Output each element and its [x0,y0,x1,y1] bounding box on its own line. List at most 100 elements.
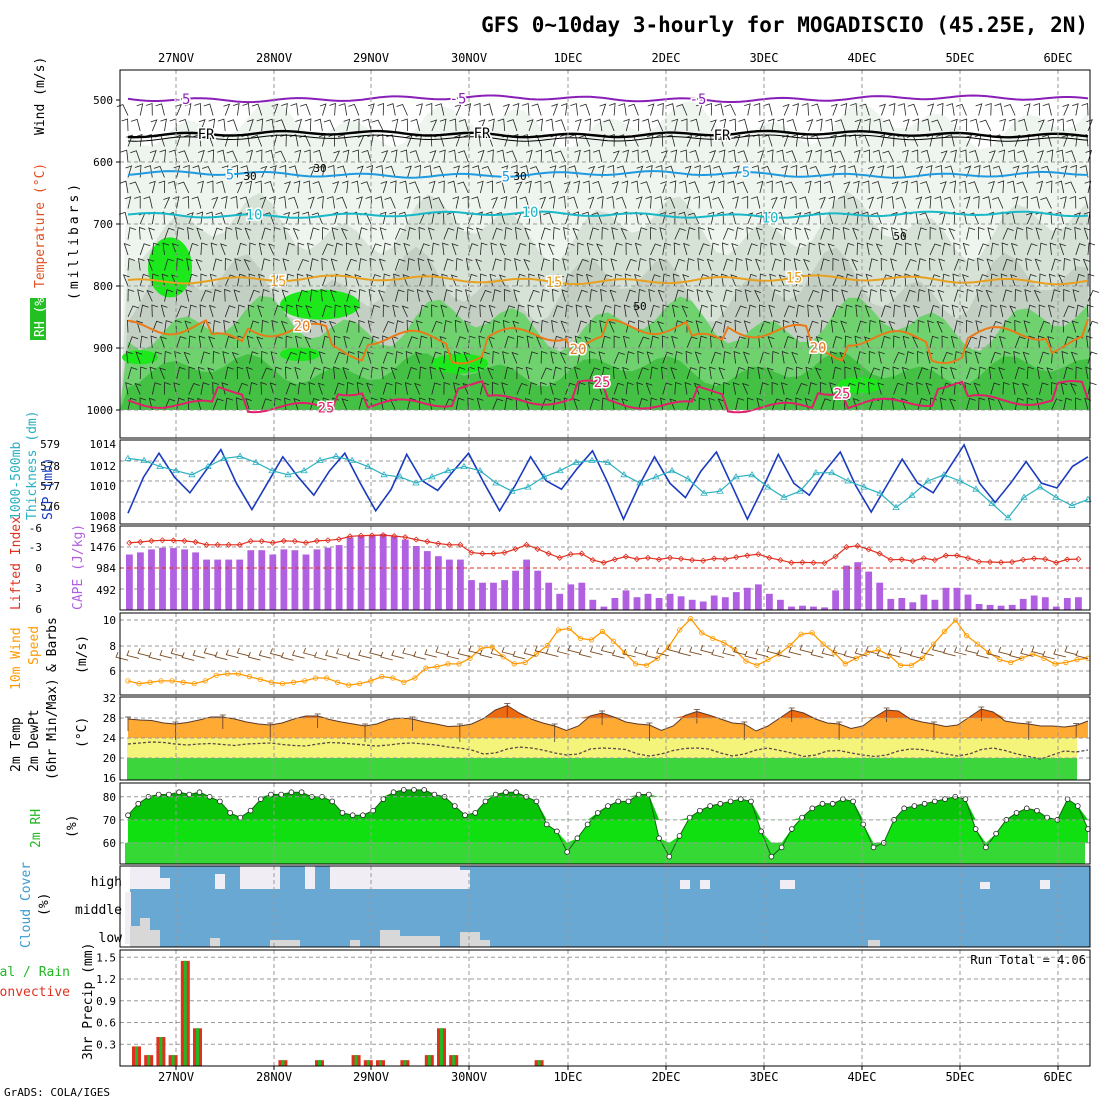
wind10-barb [137,648,151,657]
wind10-barb [622,648,636,658]
upper-wind-barb [669,180,677,194]
upper-wind-barb [960,118,968,132]
upper-wind-barb [502,351,509,364]
upper-wind-barb [184,320,192,333]
upper-wind-barb [212,258,223,271]
upper-wind-barb [742,164,749,178]
upper-wind-barb [606,196,615,209]
upper-wind-barb [627,103,639,116]
li-tick-label: -6 [29,522,42,535]
upper-wind-barb [407,336,418,349]
upper-wind-barb [503,103,510,116]
upper-wind-barb [865,273,873,287]
thickness-marker [428,473,436,480]
upper-wind-barb [188,242,199,256]
upper-wind-barb [418,226,426,240]
upper-wind-barb [1026,226,1033,240]
upper-wind-barb [687,212,700,225]
upper-wind-barb [552,226,561,240]
temperature-contour-label: 5 [502,170,510,186]
upper-wind-barb [714,103,724,116]
pressure-tick-label: 500 [93,94,113,107]
upper-wind-barb [164,398,176,411]
upper-wind-barb [949,398,956,411]
upper-wind-barb [901,180,908,194]
upper-wind-barb [1026,243,1038,256]
upper-wind-barb [851,258,859,271]
upper-wind-barb [552,305,564,318]
upper-wind-barb [419,304,429,318]
upper-wind-barb [473,102,481,116]
upper-wind-barb [662,382,673,395]
upper-wind-barb [275,119,287,132]
cape-bar [401,539,409,610]
upper-wind-barb [912,336,919,349]
temp-band-20-24 [127,738,1077,758]
upper-wind-barb [645,382,653,395]
upper-wind-barb [308,382,316,395]
upper-wind-barb [492,320,501,333]
upper-wind-barb [771,398,783,411]
upper-wind-barb [273,274,285,287]
rh-marker [421,787,427,793]
wind10-barb [291,650,305,659]
upper-wind-barb [638,367,649,380]
upper-wind-barb [999,118,1006,132]
cloud-frame [119,865,1091,948]
upper-wind-barb [1023,103,1031,116]
upper-wind-barb [149,366,157,380]
upper-wind-barb [638,336,650,349]
upper-wind-barb [563,227,570,240]
wind-speed-marker [644,662,650,668]
upper-wind-barb [1025,258,1032,271]
upper-wind-barb [438,180,445,194]
wind10-barb [148,652,162,661]
lifted-index-marker [192,538,199,546]
upper-wind-barb [160,304,168,318]
thickness-marker [972,485,980,492]
upper-wind-barb [841,289,848,302]
upper-wind-barb [637,350,644,364]
temp-minmax-bar [409,716,416,731]
temp-minmax-bar [836,721,843,740]
upper-wind-barb [367,103,375,116]
upper-wind-barb [1000,273,1008,287]
upper-wind-barb [188,366,196,380]
upper-wind-barb [1037,150,1044,163]
upper-wind-barb [245,397,252,411]
upper-wind-barb [818,242,825,256]
upper-wind-barb [649,257,656,271]
upper-wind-barb [999,304,1007,318]
upper-wind-barb [759,382,769,395]
upper-wind-barb [776,149,785,163]
upper-wind-barb [187,227,194,240]
upper-wind-barb [193,134,202,147]
upper-wind-barb [966,397,976,411]
upper-wind-barb [294,366,301,380]
upper-wind-barb [623,304,631,318]
wind10-layers [115,613,1091,695]
rh-marker [911,803,918,809]
upper-wind-barb [720,304,727,318]
temperature-contour-label: 25 [318,400,335,416]
upper-wind-barb [1062,103,1070,116]
rh-marker [472,810,479,816]
upper-wind-barb [377,102,385,116]
temperature-contour-label: 25 [834,387,851,403]
upper-wind-barb [573,366,581,380]
upper-wind-barb [650,366,659,380]
temp-minmax-bar [978,706,985,721]
upper-wind-barb [438,367,446,380]
high-cloud-clear-block [215,874,225,889]
upper-wind-barb [1063,288,1070,302]
upper-wind-barb [207,367,215,380]
upper-wind-barb [893,382,904,395]
upper-wind-barb [808,242,816,256]
upper-wind-barb [698,304,708,318]
upper-wind-barb [208,304,216,318]
upper-wind-barb [733,134,741,147]
upper-wind-barb [615,196,627,209]
wind10-barb [689,646,702,656]
upper-wind-barb [583,149,591,162]
wind10-tick-label: 8 [109,640,116,653]
